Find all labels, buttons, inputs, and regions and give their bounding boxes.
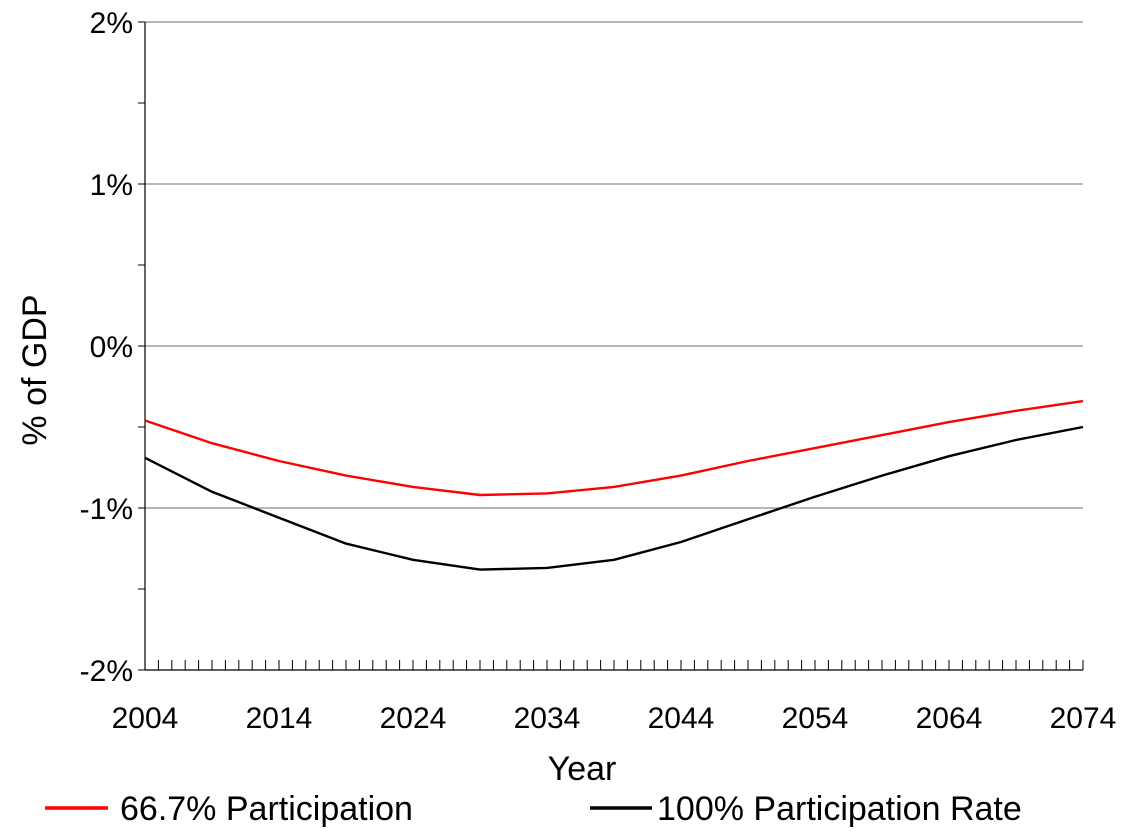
series-line-66-7-participation (144, 399, 1084, 497)
legend: 66.7% Participation 100% Participation R… (45, 790, 1022, 828)
x-tick-label: 2024 (380, 702, 447, 735)
y-tick-label: 1% (90, 169, 133, 202)
legend-label-100-participation-rate: 100% Participation Rate (657, 790, 1022, 828)
x-tick-label: 2034 (514, 702, 581, 735)
x-tick-labels: 2004 2014 2024 2034 2044 2054 2064 2074 (112, 702, 1117, 735)
x-tick-label: 2014 (246, 702, 313, 735)
x-tick-label: 2054 (782, 702, 849, 735)
gridlines (145, 21, 1083, 509)
x-tick-label: 2044 (648, 702, 715, 735)
x-tick-label: 2074 (1050, 702, 1117, 735)
x-axis-title: Year (548, 750, 617, 788)
y-tick-label: 2% (90, 7, 133, 40)
y-tick-label: -1% (80, 493, 133, 526)
y-axis-title: % of GDP (16, 294, 54, 445)
y-tick-label: -2% (80, 655, 133, 688)
series-line-100-participation-rate (144, 425, 1084, 571)
y-tick-labels: -2% -1% 0% 1% 2% (80, 7, 133, 688)
x-tick-label: 2064 (916, 702, 983, 735)
series-lines (144, 399, 1084, 571)
y-tick-label: 0% (90, 331, 133, 364)
x-tick-label: 2004 (112, 702, 179, 735)
axes (138, 21, 1084, 671)
legend-label-66-7-participation: 66.7% Participation (120, 790, 413, 828)
